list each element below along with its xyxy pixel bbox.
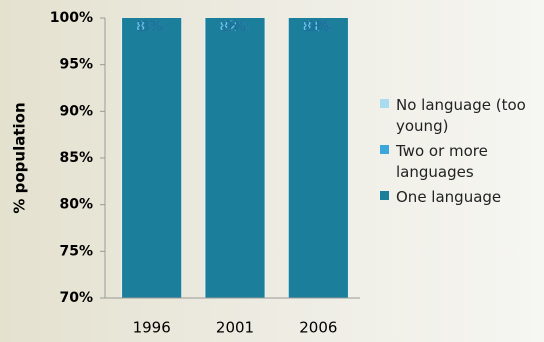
x-tick-label: 1996	[133, 319, 171, 337]
data-label: 3%	[141, 19, 163, 35]
x-tick-label: 2001	[216, 319, 254, 337]
legend-item: One language	[380, 187, 530, 208]
bar-segment	[121, 18, 183, 298]
legend-swatch	[380, 145, 389, 154]
data-label: 2%	[224, 19, 246, 35]
y-tick-label: 90%	[59, 103, 93, 119]
bars	[121, 18, 349, 298]
legend-label: Two or more languages	[396, 142, 488, 181]
bar-segment	[287, 18, 349, 298]
data-label: 81%	[303, 19, 334, 35]
data-label: 84%	[136, 19, 167, 35]
legend-item: Two or more languages	[380, 141, 530, 183]
bar-segment	[204, 18, 266, 298]
y-axis-label: % population	[11, 102, 29, 213]
data-label: 18%	[303, 19, 334, 35]
y-tick-label: 75%	[59, 243, 93, 259]
legend-item: No language (too young)	[380, 95, 530, 137]
legend-swatch	[380, 99, 389, 108]
y-tick-label: 100%	[50, 10, 93, 26]
legend-label: One language	[396, 188, 502, 206]
y-tick-label: 80%	[59, 197, 93, 213]
x-tick-label: 2006	[299, 319, 337, 337]
y-tick-label: 70%	[59, 290, 93, 306]
legend-swatch	[380, 191, 389, 200]
legend: No language (too young) Two or more langu…	[380, 95, 530, 212]
legend-label: No language (too young)	[396, 96, 526, 135]
data-label: 82%	[219, 19, 250, 35]
data-label: 14%	[136, 19, 167, 35]
data-label: 2%	[307, 19, 329, 35]
y-tick-label: 95%	[59, 57, 93, 73]
y-tick-label: 85%	[59, 150, 93, 166]
data-label: 16%	[219, 19, 250, 35]
